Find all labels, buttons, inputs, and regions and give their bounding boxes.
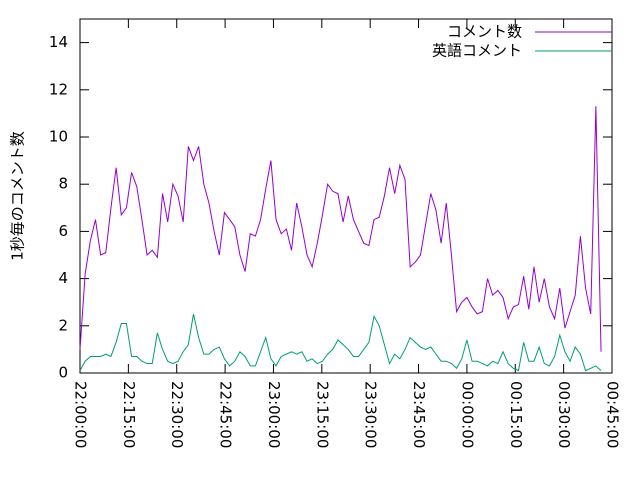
x-tick-label: 23:30:00: [362, 381, 380, 448]
x-tick-label: 22:15:00: [120, 381, 138, 448]
x-tick-label: 23:00:00: [265, 381, 283, 448]
x-tick-label: 00:15:00: [507, 381, 525, 448]
series-line: [79, 313, 602, 372]
plot-border: [79, 18, 613, 374]
x-tick-label: 23:15:00: [313, 381, 331, 448]
y-tick-label: 4: [58, 269, 68, 287]
y-tick-label: 12: [49, 80, 68, 98]
x-tick-label: 23:45:00: [410, 381, 428, 448]
y-tick-label: 8: [58, 175, 68, 193]
series-line: [79, 106, 602, 352]
x-tick-label: 22:30:00: [168, 381, 186, 448]
x-tick-label: 22:00:00: [72, 381, 90, 448]
y-tick-label: 6: [58, 222, 68, 240]
y-tick-label: 10: [49, 128, 68, 146]
x-tick-label: 00:45:00: [604, 381, 622, 448]
y-axis-label: 1秒毎のコメント数: [9, 131, 27, 261]
x-tick-label: 00:00:00: [458, 381, 476, 448]
y-tick-label: 14: [49, 33, 68, 51]
x-tick-label: 22:45:00: [217, 381, 235, 448]
x-tick-label: 00:30:00: [555, 381, 573, 448]
legend-label: コメント数: [447, 23, 522, 41]
legend-label: 英語コメント: [432, 42, 522, 60]
y-tick-label: 2: [58, 316, 68, 334]
y-tick-label: 0: [58, 364, 68, 382]
